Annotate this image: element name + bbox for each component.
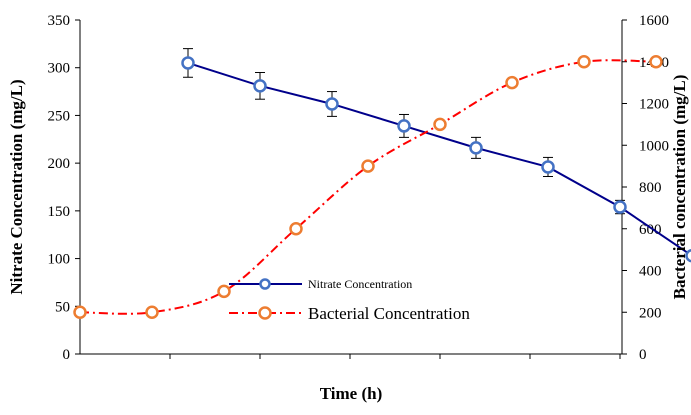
y-tick-label-left: 100 [48, 252, 71, 268]
y-tick-label-left: 0 [63, 347, 71, 363]
data-point-nitrate [543, 161, 554, 172]
data-point-nitrate [471, 142, 482, 153]
y-tick-label-right: 600 [639, 222, 662, 238]
data-point-bacterial [147, 307, 158, 318]
series-line-nitrate [188, 63, 691, 256]
y-tick-label-right: 800 [639, 180, 662, 196]
y-tick-label-right: 0 [639, 347, 647, 363]
data-point-bacterial [75, 307, 86, 318]
legend-marker-nitrate [261, 280, 270, 289]
data-point-nitrate [327, 98, 338, 109]
legend: Nitrate Concentration Bacterial Concentr… [229, 277, 470, 323]
x-axis-title: Time (h) [320, 384, 383, 403]
y-axis-right-title: Bacterial concentration (mg/L) [670, 75, 689, 300]
y-tick-label-right: 1200 [639, 97, 669, 113]
data-point-nitrate [615, 202, 626, 213]
data-point-bacterial [435, 119, 446, 130]
y-tick-label-left: 350 [48, 13, 71, 29]
data-point-nitrate [399, 120, 410, 131]
y-tick-label-left: 150 [48, 204, 71, 220]
data-point-bacterial [579, 56, 590, 67]
y-axis-left-title: Nitrate Concentration (mg/L) [7, 79, 26, 294]
y-tick-label-right: 200 [639, 305, 662, 321]
y-tick-label-left: 300 [48, 61, 71, 77]
y-tick-label-right: 400 [639, 264, 662, 280]
y-tick-label-left: 50 [55, 299, 70, 315]
data-point-bacterial [219, 286, 230, 297]
y-tick-label-left: 250 [48, 108, 71, 124]
data-point-bacterial [363, 161, 374, 172]
series-line-bacterial [80, 60, 656, 314]
data-point-bacterial [507, 77, 518, 88]
data-point-nitrate [255, 80, 266, 91]
data-point-bacterial [651, 56, 662, 67]
y-tick-label-left: 200 [48, 156, 71, 172]
y-tick-label-right: 1600 [639, 13, 669, 29]
legend-label-bacterial: Bacterial Concentration [308, 304, 470, 323]
legend-marker-bacterial [260, 308, 271, 319]
data-point-nitrate [183, 57, 194, 68]
y-tick-label-right: 1000 [639, 138, 669, 154]
data-point-bacterial [291, 223, 302, 234]
legend-label-nitrate: Nitrate Concentration [308, 277, 412, 291]
